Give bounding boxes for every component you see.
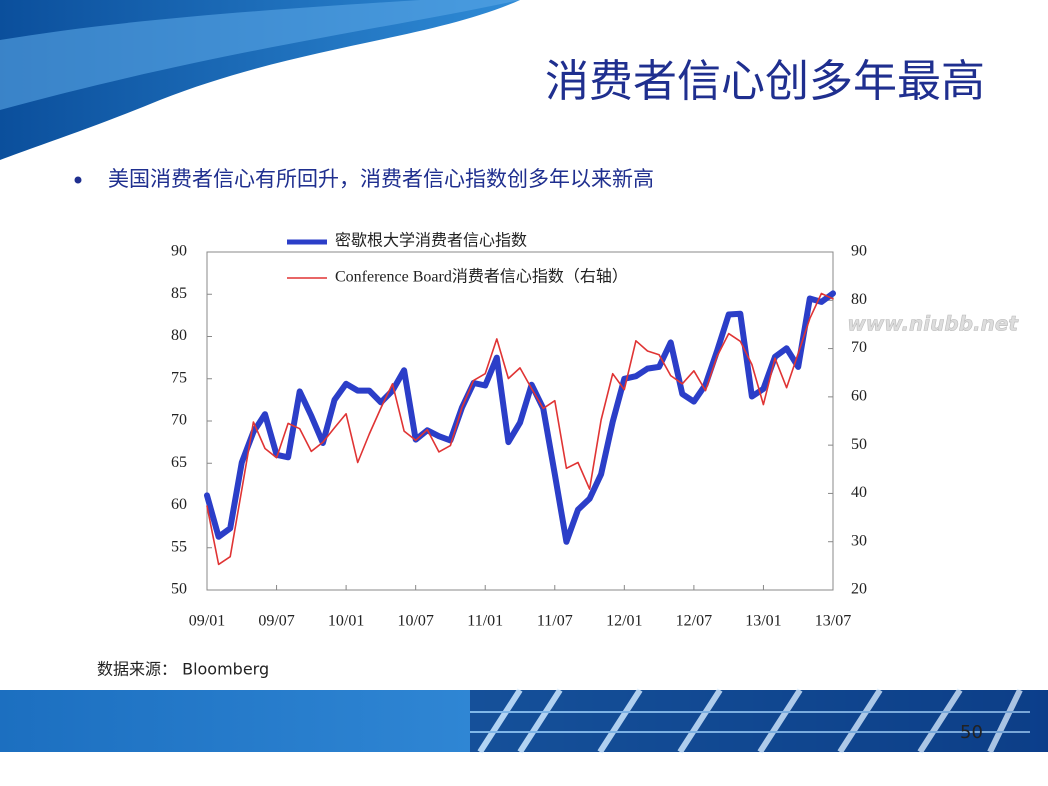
y2-tick-label: 40 — [851, 484, 867, 501]
y-tick-label: 60 — [171, 496, 187, 513]
y2-tick-label: 80 — [851, 291, 867, 308]
x-tick-label: 11/01 — [467, 613, 503, 630]
watermark: www.niubb.net — [847, 312, 1019, 336]
footer-building — [470, 688, 1030, 754]
x-tick-label: 12/07 — [676, 613, 712, 630]
x-tick-label: 10/07 — [397, 613, 433, 630]
y-tick-label: 55 — [171, 538, 187, 555]
x-tick-label: 09/07 — [258, 613, 294, 630]
x-tick-label: 13/01 — [745, 613, 781, 630]
y2-tick-label: 70 — [851, 339, 867, 356]
y-tick-label: 50 — [171, 581, 187, 598]
page-number: 50 — [960, 722, 983, 743]
series-line — [204, 290, 836, 545]
x-tick-label: 12/01 — [606, 613, 642, 630]
header-swoosh-light — [0, 0, 520, 110]
y-tick-label: 70 — [171, 412, 187, 429]
y-tick-label: 65 — [171, 454, 187, 471]
series-line — [206, 292, 834, 566]
y2-tick-label: 50 — [851, 436, 867, 453]
y-tick-label: 75 — [171, 369, 187, 386]
y2-tick-label: 20 — [851, 581, 867, 598]
x-tick-label: 09/01 — [189, 613, 225, 630]
bullet-text: 美国消费者信心有所回升，消费者信心指数创多年以来新高 — [108, 167, 654, 191]
x-tick-label: 11/07 — [537, 613, 573, 630]
y2-tick-label: 30 — [851, 532, 867, 549]
legend-label: 密歇根大学消费者信心指数 — [335, 232, 527, 250]
x-tick-label: 13/07 — [815, 613, 851, 630]
slide-title: 消费者信心创多年最高 — [545, 56, 985, 107]
y-tick-label: 80 — [171, 327, 187, 344]
y2-tick-label: 90 — [851, 243, 867, 260]
y-tick-label: 90 — [171, 243, 187, 260]
y-tick-label: 85 — [171, 285, 187, 302]
x-tick-label: 10/01 — [328, 613, 364, 630]
bullet-dot — [74, 176, 82, 184]
legend-label: Conference Board消费者信心指数（右轴） — [335, 268, 628, 286]
y2-tick-label: 60 — [851, 388, 867, 405]
source-note: 数据来源： Bloomberg — [97, 660, 269, 679]
